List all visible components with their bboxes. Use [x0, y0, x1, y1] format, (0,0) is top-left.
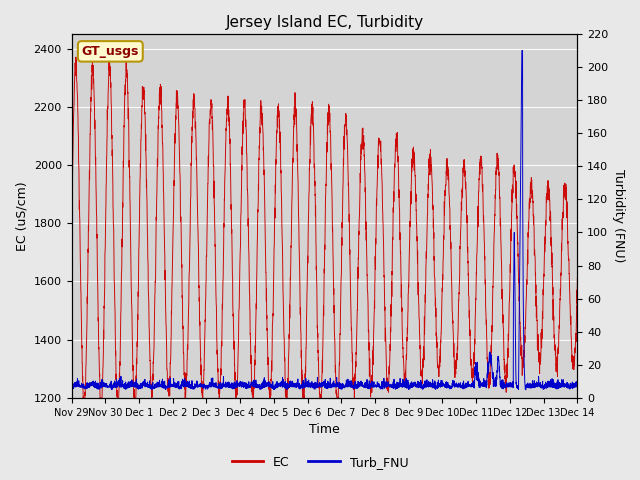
- Y-axis label: Turbidity (FNU): Turbidity (FNU): [612, 169, 625, 263]
- X-axis label: Time: Time: [309, 423, 340, 436]
- Text: GT_usgs: GT_usgs: [82, 45, 139, 58]
- Legend: EC, Turb_FNU: EC, Turb_FNU: [227, 451, 413, 474]
- Title: Jersey Island EC, Turbidity: Jersey Island EC, Turbidity: [225, 15, 424, 30]
- Y-axis label: EC (uS/cm): EC (uS/cm): [15, 181, 28, 251]
